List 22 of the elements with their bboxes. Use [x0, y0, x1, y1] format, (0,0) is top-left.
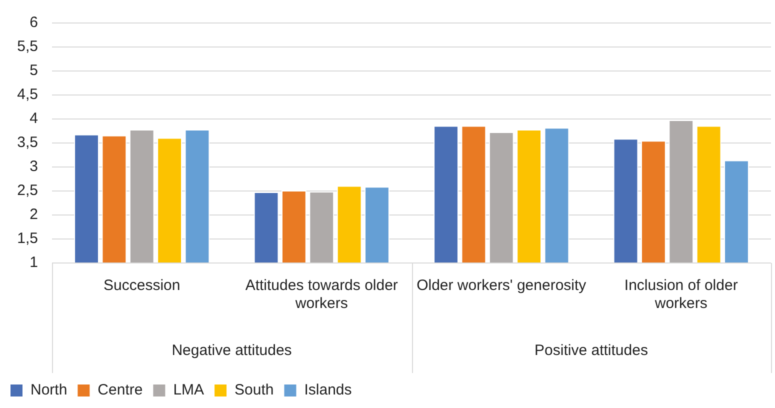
text: Positive attitudes	[534, 342, 648, 360]
y-tick-label: 4	[30, 110, 38, 128]
legend-label: Centre	[98, 382, 143, 399]
y-tick-label: 5,5	[17, 38, 38, 56]
x-tick-label: Succession	[104, 277, 180, 294]
y-tick-label: 3,5	[17, 134, 38, 152]
text: Negative attitudes	[172, 342, 292, 360]
y-tick-label: 5	[30, 62, 38, 80]
legend-label: Islands	[304, 382, 352, 399]
y-tick-label: 1	[30, 254, 38, 272]
y-tick-label: 1,5	[17, 230, 38, 248]
y-tick-label: 6	[30, 14, 38, 32]
y-tick-label: 2,5	[17, 182, 38, 200]
y-tick-label: 2	[30, 206, 38, 224]
y-tick-label: 4,5	[17, 86, 38, 104]
legend-label: South	[234, 382, 274, 399]
x-tick-label: Attitudes towards older workers	[245, 277, 398, 312]
legend-label: North	[30, 382, 68, 399]
x-tick-label: Inclusion of older workers	[624, 277, 738, 312]
legend-label: LMA	[173, 382, 204, 399]
y-tick-label: 3	[30, 158, 38, 176]
x-tick-label: Older workers' generosity	[416, 277, 587, 294]
